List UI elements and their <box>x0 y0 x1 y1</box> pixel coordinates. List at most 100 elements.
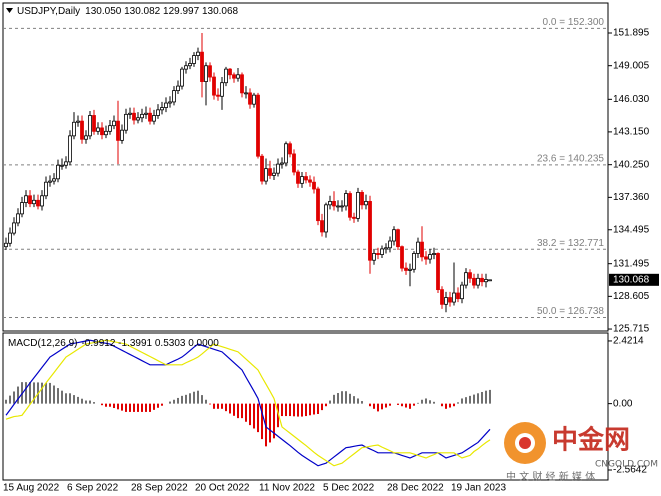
candle-body <box>48 180 52 183</box>
histogram-bar <box>197 390 199 404</box>
candle-body <box>156 109 160 116</box>
histogram-bar <box>53 385 55 404</box>
histogram-bar <box>293 403 295 417</box>
histogram-bar <box>405 403 407 408</box>
candle-body <box>316 188 320 222</box>
candle-body <box>396 229 400 248</box>
histogram-bar <box>281 403 283 417</box>
candle-body <box>324 204 328 233</box>
symbol-title: USDJPY,Daily <box>17 6 80 17</box>
candle-body <box>256 94 260 157</box>
candle-body <box>208 65 212 78</box>
y-tick-label: -2.5642 <box>613 465 647 476</box>
candle-body <box>428 254 432 260</box>
histogram-bar <box>425 398 427 404</box>
histogram-bar <box>333 394 335 404</box>
candle-body <box>300 176 304 184</box>
histogram-bar <box>157 403 159 408</box>
watermark-site: CNGOLD.COM <box>595 460 658 470</box>
candle-body <box>224 68 228 84</box>
macd-line <box>5 339 491 467</box>
candle-body <box>152 115 156 122</box>
candle-body <box>280 162 284 165</box>
histogram-bar <box>237 403 239 419</box>
candle-body <box>436 253 440 291</box>
candle-body <box>92 115 96 132</box>
candle-body <box>308 179 312 183</box>
histogram-bar <box>249 403 251 426</box>
candle-body <box>380 248 384 255</box>
ohlc-header: 130.050 130.082 129.997 130.068 <box>85 6 238 17</box>
histogram-bar <box>241 403 243 419</box>
candle-body <box>232 74 236 79</box>
histogram-bar <box>41 382 43 404</box>
candle-body <box>28 195 32 205</box>
histogram-bar <box>177 397 179 404</box>
histogram-bar <box>273 403 275 439</box>
candle-body <box>444 297 448 305</box>
candle-body <box>32 199 36 205</box>
histogram-bar <box>325 403 327 407</box>
histogram-bar <box>193 391 195 404</box>
candle-body <box>376 253 380 255</box>
histogram-bar <box>433 401 435 404</box>
histogram-bar <box>477 393 479 404</box>
histogram-bar <box>301 403 303 417</box>
candle-body <box>484 279 488 283</box>
histogram-bar <box>409 403 411 409</box>
candle-body <box>24 195 28 203</box>
candle-body <box>56 164 60 180</box>
histogram-bar <box>61 390 63 404</box>
candle-body <box>60 164 64 167</box>
candle-body <box>228 68 232 76</box>
candle-body <box>236 74 240 79</box>
macd-line <box>5 339 491 467</box>
candle-body <box>356 191 360 219</box>
candle-body <box>216 94 220 97</box>
histogram-bar <box>101 403 103 406</box>
candle-body <box>332 201 336 207</box>
candle-body <box>468 272 472 279</box>
candle-body <box>16 213 20 224</box>
candle-body <box>432 253 436 255</box>
candle-body <box>320 220 324 233</box>
histogram-bar <box>277 403 279 428</box>
histogram-bar <box>353 396 355 404</box>
histogram-bar <box>453 403 455 407</box>
fib-label: 38.2 = 132.771 <box>537 238 604 249</box>
candle-body <box>64 161 68 166</box>
candle-body <box>244 92 248 95</box>
candle-body <box>476 277 480 286</box>
histogram-bar <box>69 393 71 404</box>
candle-body <box>408 268 412 271</box>
fib-label: 23.6 = 140.235 <box>537 153 604 164</box>
x-tick-label: 28 Dec 2022 <box>387 483 444 494</box>
histogram-bar <box>49 382 51 404</box>
candle-body <box>488 279 492 282</box>
histogram-bar <box>309 403 311 416</box>
histogram-bar <box>469 395 471 404</box>
histogram-bar <box>93 402 95 404</box>
histogram-bar <box>13 391 15 404</box>
histogram-bar <box>17 386 19 404</box>
histogram-bar <box>73 395 75 404</box>
candle-body <box>452 292 456 303</box>
histogram-bar <box>229 403 231 414</box>
candle-body <box>304 176 308 181</box>
candle-body <box>112 120 116 127</box>
main-panel-frame <box>2 2 609 332</box>
candle-body <box>176 85 180 92</box>
histogram-bar <box>369 403 371 407</box>
candle-body <box>12 222 16 234</box>
histogram-bar <box>421 399 423 404</box>
candle-body <box>72 121 76 137</box>
candle-body <box>336 205 340 208</box>
y-tick-label: 140.250 <box>613 159 650 170</box>
histogram-bar <box>349 393 351 404</box>
histogram-bar <box>269 403 271 443</box>
histogram-bar <box>65 393 67 404</box>
histogram-bar <box>429 400 431 404</box>
histogram-bar <box>317 403 319 414</box>
histogram-bar <box>189 393 191 404</box>
